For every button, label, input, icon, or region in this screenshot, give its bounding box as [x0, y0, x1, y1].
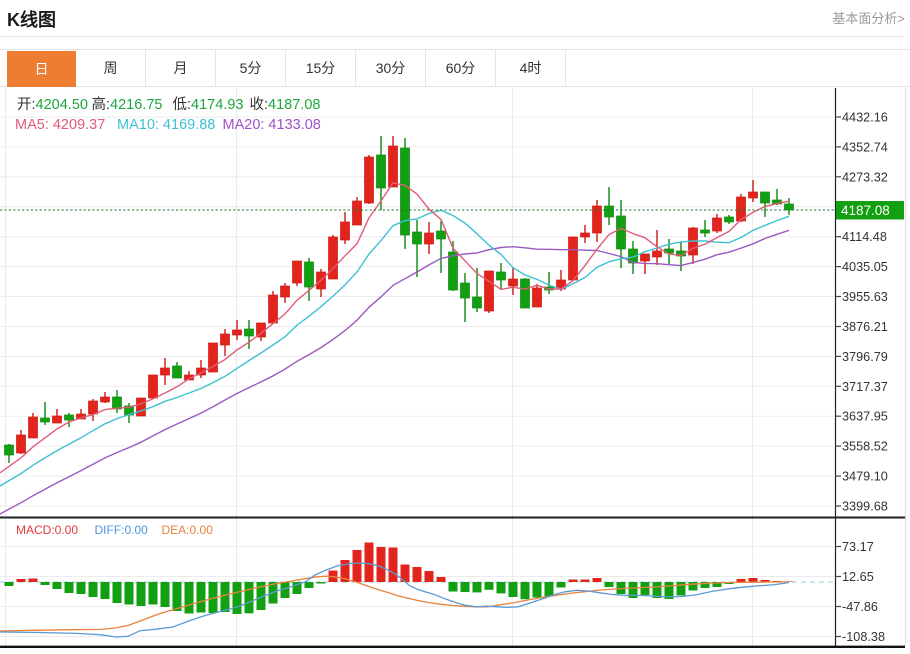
svg-text:3479.10: 3479.10	[842, 470, 888, 484]
svg-text:4273.32: 4273.32	[842, 170, 888, 184]
svg-text:3796.79: 3796.79	[842, 350, 888, 364]
svg-text:4035.05: 4035.05	[842, 260, 888, 274]
svg-text:4187.08: 4187.08	[841, 203, 890, 218]
svg-text:3717.37: 3717.37	[842, 380, 888, 394]
svg-text:3637.95: 3637.95	[842, 410, 888, 424]
svg-text:4352.74: 4352.74	[842, 140, 888, 154]
svg-text:4432.16: 4432.16	[842, 111, 888, 125]
svg-text:3955.63: 3955.63	[842, 290, 888, 304]
svg-text:3558.52: 3558.52	[842, 440, 888, 454]
svg-text:3399.68: 3399.68	[842, 500, 888, 514]
svg-text:73.17: 73.17	[842, 540, 874, 554]
svg-text:-108.38: -108.38	[842, 630, 885, 644]
svg-text:-47.86: -47.86	[842, 600, 878, 614]
svg-text:4114.48: 4114.48	[842, 230, 887, 244]
svg-text:12.65: 12.65	[842, 570, 874, 584]
svg-text:开:4204.50高:4216.75低:4174.93收:4: 开:4204.50 高:4216.75 低:4174.93 收:4187.08	[17, 96, 320, 113]
svg-text:3876.21: 3876.21	[842, 320, 888, 334]
